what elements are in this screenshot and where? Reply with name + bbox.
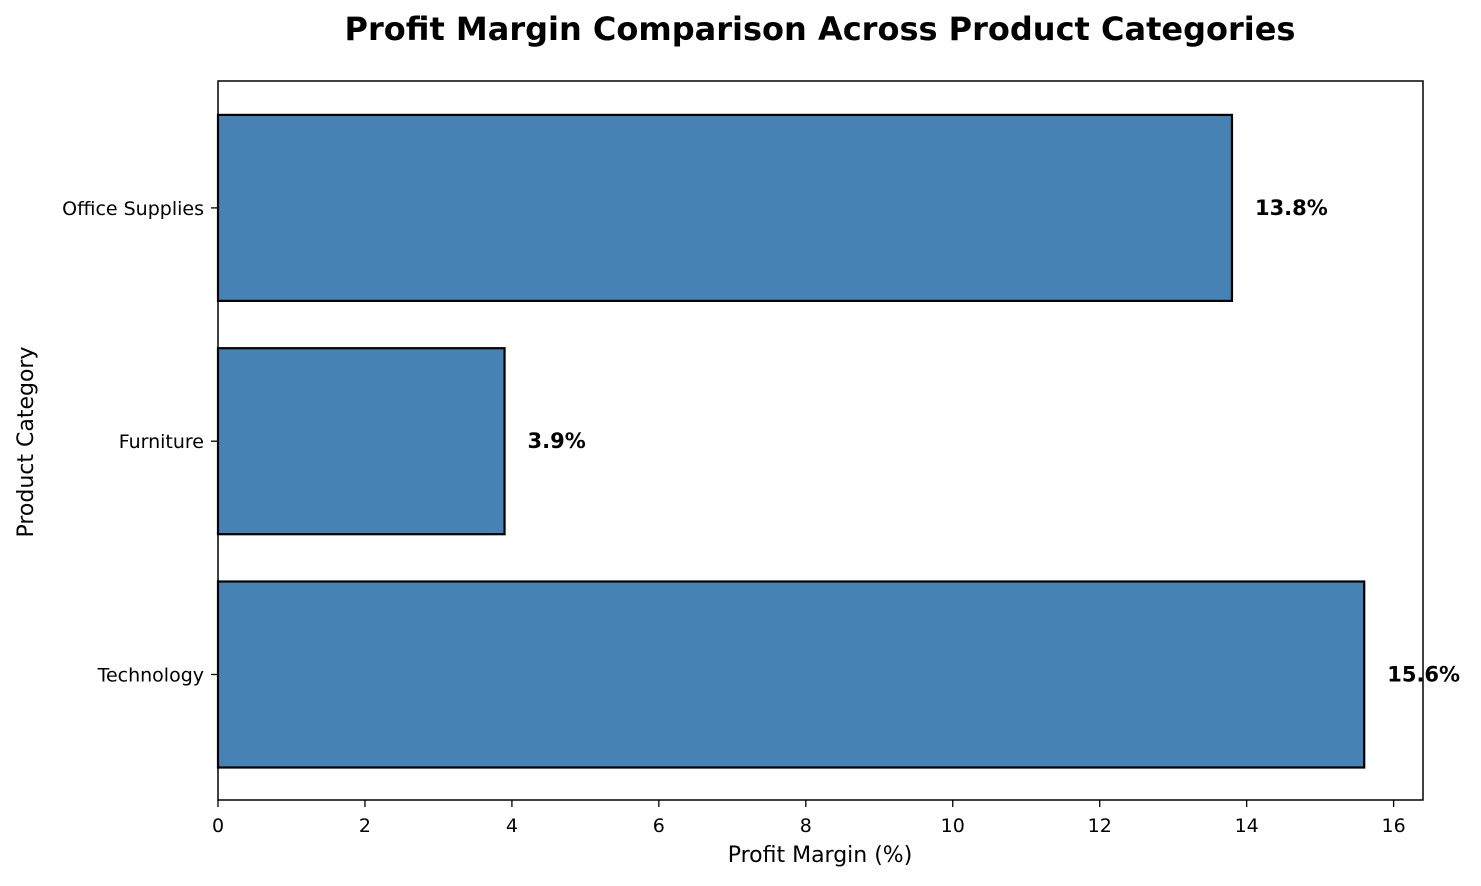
bars-layer [216,113,1366,769]
x-tick-label: 6 [653,815,665,837]
bar-technology [216,580,1366,769]
x-axis-label: Profit Margin (%) [728,843,913,868]
bar-furniture [216,347,506,536]
chart-title: Profit Margin Comparison Across Product … [345,10,1296,48]
data-label-furniture: 3.9% [528,429,586,453]
x-tick-label: 16 [1382,815,1406,837]
bar-office-supplies [216,113,1234,303]
x-axis-ticks: 0 2 4 6 8 10 12 14 16 [212,800,1406,837]
plot-frame [217,80,1424,801]
x-tick-label: 0 [212,815,224,837]
y-tick-label-technology: Technology [97,665,204,687]
y-tick-label-office-supplies: Office Supplies [62,198,204,220]
x-tick-label: 2 [359,815,371,837]
x-tick-label: 12 [1088,815,1112,837]
y-axis-ticks: Technology Furniture Office Supplies [62,198,218,687]
data-label-office-supplies: 13.8% [1255,196,1328,220]
x-tick-label: 10 [941,815,965,837]
x-tick-label: 8 [800,815,812,837]
y-axis-label: Product Category [14,346,39,537]
x-tick-label: 14 [1235,815,1259,837]
y-tick-label-furniture: Furniture [119,431,204,453]
x-tick-label: 4 [506,815,518,837]
